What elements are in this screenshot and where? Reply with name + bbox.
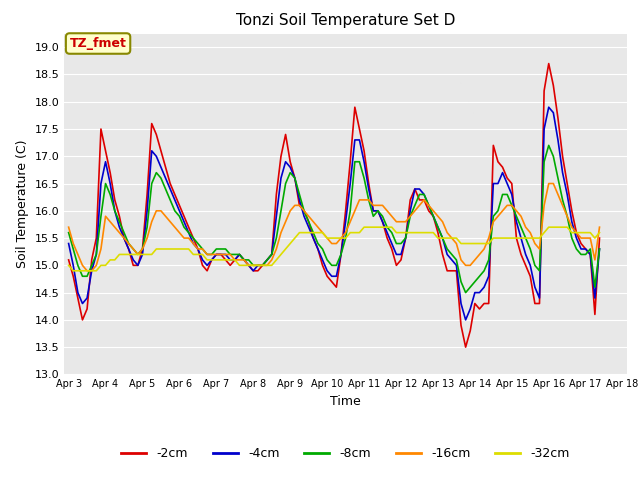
Text: TZ_fmet: TZ_fmet: [70, 37, 127, 50]
Y-axis label: Soil Temperature (C): Soil Temperature (C): [16, 140, 29, 268]
X-axis label: Time: Time: [330, 395, 361, 408]
Legend: -2cm, -4cm, -8cm, -16cm, -32cm: -2cm, -4cm, -8cm, -16cm, -32cm: [116, 442, 575, 465]
Title: Tonzi Soil Temperature Set D: Tonzi Soil Temperature Set D: [236, 13, 455, 28]
